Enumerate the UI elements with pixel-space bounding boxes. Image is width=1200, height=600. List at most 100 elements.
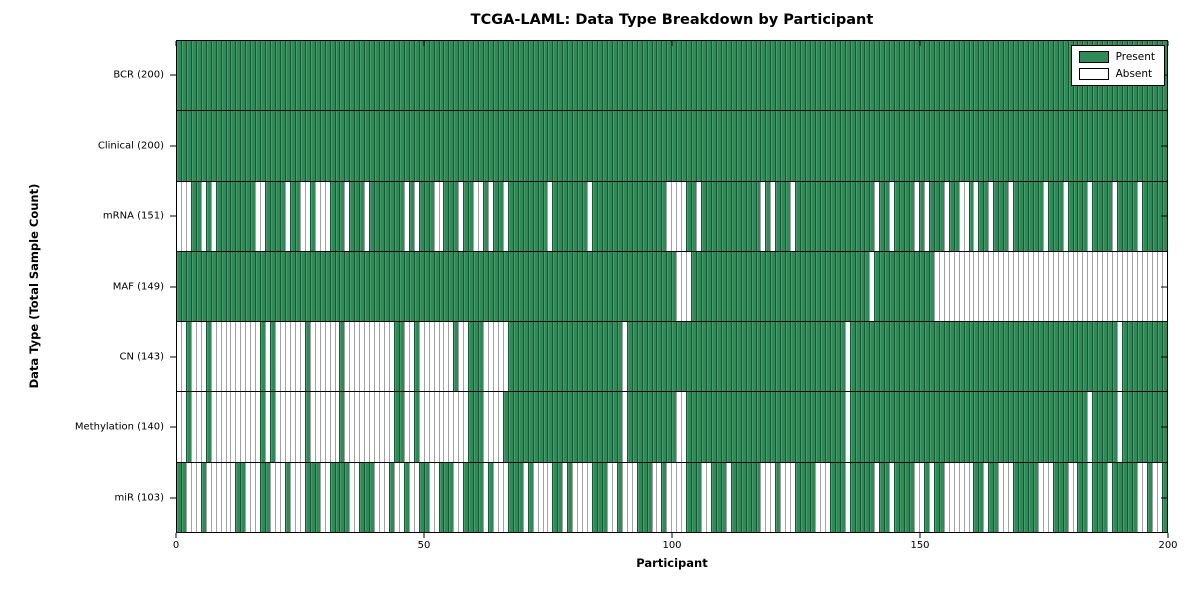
heatmap-cell	[829, 181, 835, 251]
heatmap-cell	[973, 322, 979, 392]
heatmap-cell	[874, 392, 880, 462]
heatmap-cell	[616, 392, 622, 462]
heatmap-cell	[1047, 322, 1053, 392]
heatmap-cell	[527, 41, 533, 111]
heatmap-cell	[1151, 392, 1157, 462]
heatmap-cell	[185, 462, 191, 532]
heatmap-cell	[810, 41, 815, 111]
heatmap-cell	[592, 251, 598, 322]
heatmap-cell	[983, 322, 989, 392]
heatmap-cell	[304, 111, 310, 181]
heatmap-cell	[200, 462, 206, 532]
heatmap-cell	[572, 462, 578, 532]
heatmap-cell	[468, 251, 474, 322]
heatmap-cell	[656, 41, 662, 111]
heatmap-cell	[364, 251, 370, 322]
heatmap-cell	[849, 181, 855, 251]
heatmap-cell	[705, 41, 711, 111]
heatmap-cell	[993, 392, 999, 462]
heatmap-cell	[497, 322, 503, 392]
heatmap-cell	[582, 251, 588, 322]
heatmap-cell	[453, 181, 459, 251]
heatmap-row-CN	[177, 321, 1167, 392]
heatmap-cell	[418, 111, 424, 181]
heatmap-cell	[626, 462, 632, 532]
heatmap-cell	[512, 41, 518, 111]
heatmap-cell	[909, 111, 915, 181]
heatmap-cell	[968, 111, 974, 181]
heatmap-cell	[819, 181, 825, 251]
heatmap-cell	[359, 392, 365, 462]
heatmap-cell	[483, 251, 489, 322]
heatmap-cell	[735, 111, 741, 181]
heatmap-cell	[814, 111, 820, 181]
heatmap-cell	[329, 111, 335, 181]
heatmap-cell	[413, 111, 419, 181]
heatmap-cell	[1092, 322, 1098, 392]
heatmap-cell	[824, 392, 830, 462]
heatmap-cell	[384, 111, 389, 181]
heatmap-cell	[483, 111, 489, 181]
heatmap-cell	[1062, 181, 1068, 251]
legend-entry-absent: Absent	[1078, 68, 1155, 80]
heatmap-cell	[1072, 181, 1078, 251]
heatmap-cell	[978, 41, 984, 111]
heatmap-cell	[532, 392, 538, 462]
heatmap-cell	[1047, 251, 1053, 322]
heatmap-cell	[1107, 251, 1113, 322]
heatmap-cell	[666, 111, 672, 181]
heatmap-cell	[413, 392, 419, 462]
heatmap-cell	[993, 251, 999, 322]
heatmap-cell	[705, 462, 711, 532]
heatmap-cell	[374, 181, 380, 251]
heatmap-cell	[953, 462, 959, 532]
heatmap-cell	[438, 251, 444, 322]
heatmap-cell	[1082, 111, 1088, 181]
heatmap-cell	[661, 111, 667, 181]
heatmap-cell	[805, 111, 810, 181]
heatmap-cell	[948, 41, 954, 111]
heatmap-cell	[1027, 251, 1033, 322]
heatmap-cell	[671, 322, 677, 392]
heatmap-cell	[577, 111, 583, 181]
heatmap-cell	[750, 392, 756, 462]
heatmap-cell	[185, 181, 191, 251]
heatmap-cell	[398, 111, 404, 181]
heatmap-cell	[1057, 111, 1063, 181]
heatmap-cell	[631, 392, 637, 462]
heatmap-cell	[458, 41, 464, 111]
heatmap-cell	[1067, 322, 1073, 392]
heatmap-cell	[1136, 251, 1142, 322]
heatmap-cell	[790, 251, 796, 322]
heatmap-cell	[468, 322, 474, 392]
heatmap-cell	[592, 41, 598, 111]
heatmap-cell	[488, 462, 493, 532]
heatmap-cell	[473, 322, 479, 392]
heatmap-cell	[393, 41, 399, 111]
heatmap-cell	[265, 462, 271, 532]
chart-title: TCGA-LAML: Data Type Breakdown by Partic…	[470, 12, 874, 28]
heatmap-cell	[953, 181, 959, 251]
heatmap-cell	[393, 462, 399, 532]
heatmap-cell	[379, 251, 385, 322]
heatmap-cell	[829, 392, 835, 462]
heatmap-cell	[294, 251, 300, 322]
heatmap-cell	[993, 322, 999, 392]
heatmap-cell	[889, 322, 895, 392]
heatmap-cell	[1107, 181, 1113, 251]
heatmap-cell	[686, 111, 692, 181]
heatmap-cell	[463, 322, 469, 392]
heatmap-cell	[448, 462, 454, 532]
heatmap-cell	[889, 392, 895, 462]
heatmap-cell	[1077, 111, 1083, 181]
heatmap-cell	[953, 41, 959, 111]
heatmap-cell	[250, 41, 256, 111]
heatmap-cell	[438, 322, 444, 392]
heatmap-cell	[1077, 322, 1083, 392]
heatmap-cell	[998, 392, 1004, 462]
heatmap-cell	[785, 111, 791, 181]
heatmap-cell	[205, 322, 211, 392]
heatmap-cell	[1151, 111, 1157, 181]
heatmap-cell	[859, 462, 865, 532]
heatmap-cell	[1008, 462, 1014, 532]
